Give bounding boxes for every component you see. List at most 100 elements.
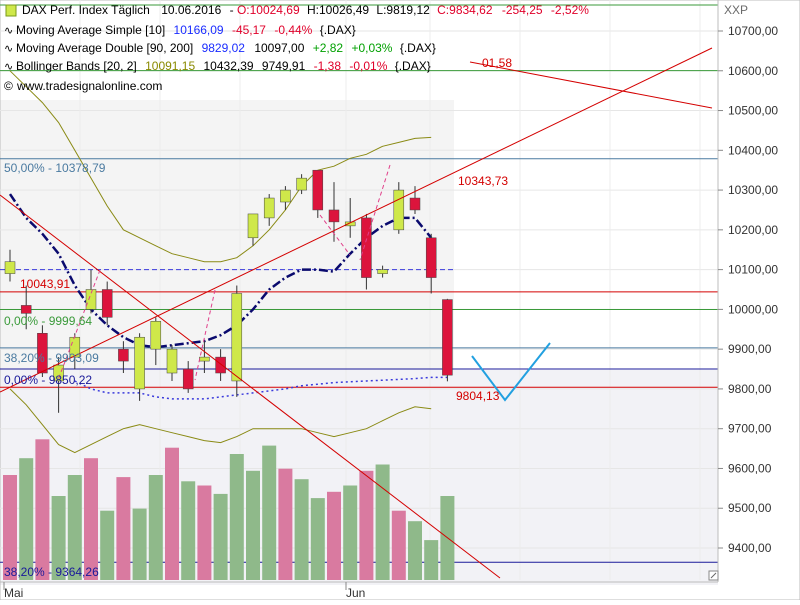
fib0b-label: 0,00% - 9850,22 (4, 373, 92, 387)
ma-simple-change: -45,17 (232, 23, 266, 37)
volume-bar (165, 447, 179, 580)
volume-bar (181, 481, 196, 580)
bollinger-pct: -0,01% (349, 59, 387, 73)
y-tick-label: 9600,00 (728, 461, 772, 475)
watermark-text: www.tradesignalonline.com (16, 79, 162, 93)
bollinger-value: 10091,15 (145, 59, 195, 73)
volume-bar (229, 454, 244, 580)
candle-body (215, 356, 226, 374)
y-tick-label: 9800,00 (728, 382, 772, 396)
ma-double-suffix: {.DAX} (400, 41, 436, 55)
volume-bar (132, 508, 147, 580)
y-tick-label: 9500,00 (728, 501, 772, 515)
projection-v (471, 342, 551, 402)
header-open: O:10024,69 (237, 3, 300, 17)
bollinger-value2: 10432,39 (204, 59, 254, 73)
candle-body (442, 299, 453, 376)
volume-bar (116, 477, 131, 580)
trendline-resistance (469, 61, 713, 109)
candle-body (199, 356, 210, 362)
ma-double-value2: 10097,00 (254, 41, 304, 55)
y-tick-label: 10000,00 (728, 302, 778, 316)
bollinger-suffix: {.DAX} (395, 59, 431, 73)
header-high: H:10026,49 (307, 3, 369, 17)
fib382b-label: 38,20% - 9364,26 (4, 565, 99, 579)
candle-body (53, 364, 64, 382)
ma-double-pct: +0,03% (351, 41, 392, 55)
y-tick-label: 10700,00 (728, 24, 778, 38)
x-label-mai: Mai (4, 586, 23, 600)
fib382a-label: 38,20% - 9903,09 (4, 351, 99, 365)
header-line: DAX Perf. Index Täglich 10.06.2016 - O:1… (22, 3, 589, 17)
candle-body (166, 348, 178, 374)
bollinger-icon: ∿ (4, 61, 13, 73)
price-series-swatch (5, 4, 17, 17)
candle-body (20, 305, 32, 314)
chart-header: DAX Perf. Index Täglich 10.06.2016 - O:1… (4, 3, 589, 93)
bollinger-value3: 9749,91 (262, 59, 306, 73)
candle-body (377, 269, 388, 274)
volume-bar (359, 470, 374, 580)
y-tick-label: 10500,00 (728, 104, 778, 118)
ma-simple-value: 10166,09 (174, 23, 224, 37)
y-tick-label: 9400,00 (728, 541, 772, 555)
volume-bar (408, 521, 422, 580)
header-close: C:9834,62 (437, 3, 493, 17)
candle-body (263, 197, 275, 219)
volume-bar (391, 510, 406, 580)
y-tick-label: 10300,00 (728, 183, 778, 197)
candle-body (118, 348, 129, 362)
candle-body (231, 293, 243, 382)
volume-bar (343, 485, 358, 580)
volume-bar (213, 493, 228, 580)
resize-handle-mark (710, 572, 717, 579)
indicator-ma-double: Moving Average Double [90, 200] 9829,02 … (16, 41, 436, 55)
annotation-labels: 50,00% - 10378,79 10043,91 0,00% - 9999,… (4, 56, 512, 579)
bollinger-upper-line (9, 70, 432, 263)
candle-body (150, 321, 162, 350)
elliott-dashed-1 (57, 269, 101, 381)
header-low: L:9819,12 (376, 3, 430, 17)
ma-simple-suffix: {.DAX} (320, 23, 356, 37)
candle-body (101, 289, 113, 318)
ma-simple-icon: ∿ (4, 25, 13, 37)
y-tick-label: 9700,00 (728, 422, 772, 436)
y-axis: XXP 10700,00 10600,00 10500,00 10400,00 1030… (717, 0, 778, 582)
ma-double-label: Moving Average Double [90, 200] (16, 41, 193, 55)
candle-body (85, 289, 97, 310)
elliott-dashed-3 (359, 164, 391, 261)
level-9804-label: 9804,13 (456, 389, 500, 403)
header-pct: -2,52% (551, 3, 589, 17)
volume-bar (310, 498, 325, 580)
level-10343-label: 10343,73 (458, 174, 508, 188)
y-tick-labels: 10700,00 10600,00 10500,00 10400,00 10300,00… (718, 24, 778, 555)
copyright-icon: © (4, 79, 13, 93)
candle-body (37, 332, 48, 374)
y-tick-label: 10600,00 (728, 64, 778, 78)
highlight-zone-upper (0, 100, 454, 370)
volume-bar (84, 458, 98, 580)
indicator-ma-simple: Moving Average Simple [10] 10166,09 -45,… (16, 23, 356, 37)
fib50-label: 50,00% - 10378,79 (4, 161, 106, 175)
ma-double-value: 9829,02 (202, 41, 246, 55)
candle-body (393, 189, 405, 231)
volume-bar (19, 458, 34, 580)
candlesticks (4, 169, 453, 413)
y-tick-label: 10200,00 (728, 223, 778, 237)
elliott-dashed-2 (194, 289, 216, 381)
trendline-down (0, 194, 501, 579)
bollinger-change: -1,38 (314, 59, 342, 73)
header-date: 10.06.2016 (161, 3, 221, 17)
volume-bar (375, 464, 390, 580)
volume-bar (327, 491, 341, 580)
resize-handle[interactable] (708, 570, 719, 581)
volume-bar (424, 540, 439, 580)
trend-lines (0, 47, 713, 579)
candle-body (328, 209, 340, 223)
volume-bar (67, 475, 82, 580)
bollinger-lower-line (9, 388, 432, 454)
ma-simple-pct: -0,44% (274, 23, 312, 37)
ma-simple-label: Moving Average Simple [10] (16, 23, 165, 37)
